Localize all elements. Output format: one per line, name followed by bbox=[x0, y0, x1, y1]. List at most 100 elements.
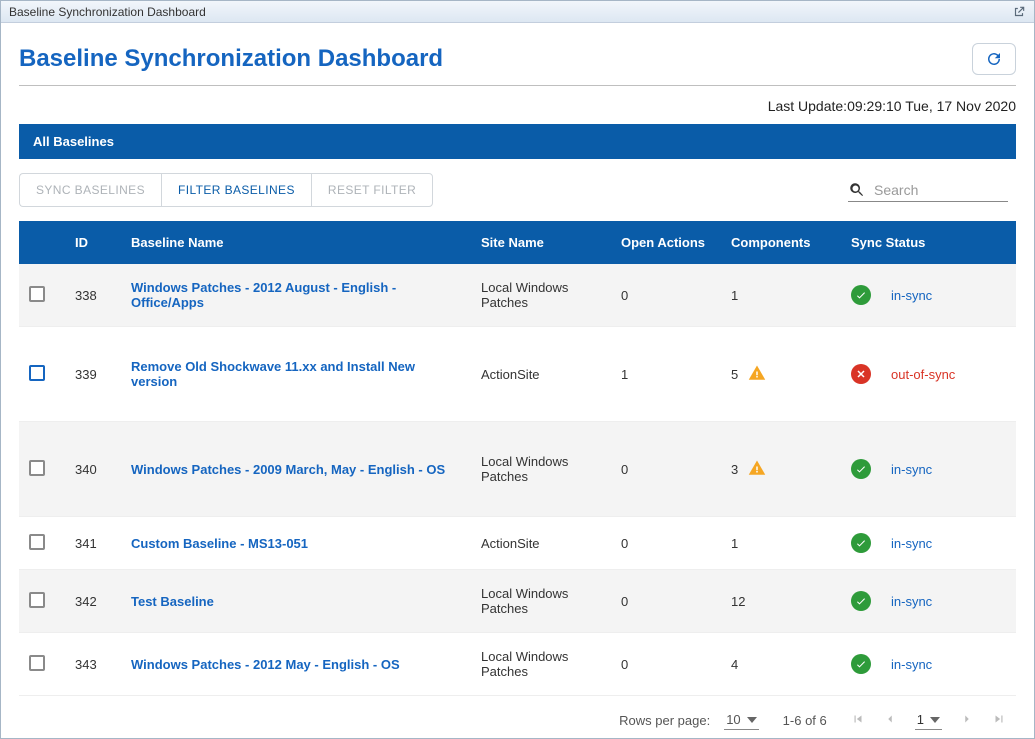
cell-components: 1 bbox=[731, 288, 831, 303]
pager-nav: 1 bbox=[851, 710, 1006, 730]
cell-sync-status: in-sync bbox=[851, 654, 1006, 674]
rpp-select[interactable]: 10 bbox=[724, 710, 758, 730]
cell-open-actions: 0 bbox=[611, 570, 721, 633]
row-checkbox[interactable] bbox=[29, 286, 45, 302]
warning-icon bbox=[748, 364, 766, 385]
last-update: Last Update:09:29:10 Tue, 17 Nov 2020 bbox=[19, 92, 1016, 124]
cell-components: 1 bbox=[731, 536, 831, 551]
col-comp[interactable]: Components bbox=[721, 221, 841, 264]
rows-per-page: Rows per page: 10 bbox=[619, 710, 759, 730]
controls-row: SYNC BASELINES FILTER BASELINES RESET FI… bbox=[19, 159, 1016, 221]
rpp-label: Rows per page: bbox=[619, 713, 710, 728]
cell-id: 341 bbox=[65, 517, 121, 570]
cell-open-actions: 0 bbox=[611, 633, 721, 696]
chevron-down-icon bbox=[747, 715, 757, 725]
cell-site: Local Windows Patches bbox=[471, 422, 611, 517]
row-checkbox[interactable] bbox=[29, 460, 45, 476]
status-icon bbox=[851, 533, 871, 553]
header-row: Baseline Synchronization Dashboard bbox=[19, 37, 1016, 85]
status-icon bbox=[851, 364, 871, 384]
cell-site: Local Windows Patches bbox=[471, 570, 611, 633]
row-checkbox[interactable] bbox=[29, 365, 45, 381]
row-checkbox[interactable] bbox=[29, 655, 45, 671]
cell-sync-status: in-sync bbox=[851, 533, 1006, 553]
cell-id: 338 bbox=[65, 264, 121, 327]
col-open[interactable]: Open Actions bbox=[611, 221, 721, 264]
cell-id: 340 bbox=[65, 422, 121, 517]
search-input[interactable] bbox=[872, 181, 992, 199]
row-checkbox[interactable] bbox=[29, 592, 45, 608]
table-row[interactable]: 342 Test Baseline Local Windows Patches0 12… bbox=[19, 570, 1016, 633]
pager-first[interactable] bbox=[851, 712, 865, 729]
status-text: out-of-sync bbox=[891, 367, 955, 382]
pager: Rows per page: 10 1-6 of 6 1 bbox=[19, 696, 1016, 738]
sync-baselines-button[interactable]: SYNC BASELINES bbox=[19, 173, 161, 207]
cell-open-actions: 0 bbox=[611, 264, 721, 327]
search-icon bbox=[848, 181, 866, 199]
status-text: in-sync bbox=[891, 536, 932, 551]
cell-sync-status: in-sync bbox=[851, 459, 1006, 479]
reset-filter-button[interactable]: RESET FILTER bbox=[311, 173, 433, 207]
cell-components: 12 bbox=[731, 594, 831, 609]
col-site[interactable]: Site Name bbox=[471, 221, 611, 264]
cell-sync-status: out-of-sync bbox=[851, 364, 1006, 384]
baseline-name-link[interactable]: Remove Old Shockwave 11.xx and Install N… bbox=[131, 359, 415, 389]
content-area: Baseline Synchronization Dashboard Last … bbox=[1, 23, 1034, 738]
col-id[interactable]: ID bbox=[65, 221, 121, 264]
baseline-name-link[interactable]: Windows Patches - 2012 May - English - O… bbox=[131, 657, 400, 672]
chevron-down-icon bbox=[930, 715, 940, 725]
table-body: 338 Windows Patches - 2012 August - Engli… bbox=[19, 264, 1016, 696]
header-divider bbox=[19, 85, 1016, 86]
status-text: in-sync bbox=[891, 288, 932, 303]
cell-site: ActionSite bbox=[471, 327, 611, 422]
search-field[interactable] bbox=[848, 179, 1008, 202]
col-name[interactable]: Baseline Name bbox=[121, 221, 471, 264]
cell-sync-status: in-sync bbox=[851, 285, 1006, 305]
last-update-time: 09:29:10 Tue, 17 Nov 2020 bbox=[847, 98, 1016, 114]
app-window: Baseline Synchronization Dashboard Basel… bbox=[0, 0, 1035, 739]
table-row[interactable]: 338 Windows Patches - 2012 August - Engli… bbox=[19, 264, 1016, 327]
status-icon bbox=[851, 459, 871, 479]
page-range: 1-6 of 6 bbox=[783, 713, 827, 728]
pager-page-select[interactable]: 1 bbox=[915, 710, 942, 730]
cell-open-actions: 0 bbox=[611, 422, 721, 517]
table-row[interactable]: 340 Windows Patches - 2009 March, May - E… bbox=[19, 422, 1016, 517]
baseline-name-link[interactable]: Windows Patches - 2012 August - English … bbox=[131, 280, 396, 310]
filter-baselines-button[interactable]: FILTER BASELINES bbox=[161, 173, 311, 207]
warning-icon bbox=[748, 459, 766, 480]
table-row[interactable]: 343 Windows Patches - 2012 May - English … bbox=[19, 633, 1016, 696]
titlebar: Baseline Synchronization Dashboard bbox=[1, 1, 1034, 23]
status-text: in-sync bbox=[891, 594, 932, 609]
rpp-value: 10 bbox=[726, 712, 740, 727]
tab-all-baselines[interactable]: All Baselines bbox=[33, 134, 114, 149]
table-row[interactable]: 341Custom Baseline - MS13-051ActionSite0… bbox=[19, 517, 1016, 570]
refresh-icon bbox=[985, 50, 1003, 68]
table-row[interactable]: 339 Remove Old Shockwave 11.xx and Instal… bbox=[19, 327, 1016, 422]
cell-id: 339 bbox=[65, 327, 121, 422]
baseline-name-link[interactable]: Windows Patches - 2009 March, May - Engl… bbox=[131, 462, 445, 477]
cell-site: Local Windows Patches bbox=[471, 633, 611, 696]
pager-next[interactable] bbox=[960, 712, 974, 729]
cell-id: 342 bbox=[65, 570, 121, 633]
cell-open-actions: 0 bbox=[611, 517, 721, 570]
cell-components: 4 bbox=[731, 657, 831, 672]
status-icon bbox=[851, 591, 871, 611]
cell-sync-status: in-sync bbox=[851, 591, 1006, 611]
refresh-button[interactable] bbox=[972, 43, 1016, 75]
baseline-name-link[interactable]: Test Baseline bbox=[131, 594, 214, 609]
cell-id: 343 bbox=[65, 633, 121, 696]
cell-open-actions: 1 bbox=[611, 327, 721, 422]
detach-icon[interactable] bbox=[1012, 5, 1026, 19]
col-status[interactable]: Sync Status bbox=[841, 221, 1016, 264]
pager-page: 1 bbox=[917, 712, 924, 727]
cell-components: 3 bbox=[731, 459, 831, 480]
pager-last[interactable] bbox=[992, 712, 1006, 729]
button-group: SYNC BASELINES FILTER BASELINES RESET FI… bbox=[19, 173, 433, 207]
baseline-name-link[interactable]: Custom Baseline - MS13-051 bbox=[131, 536, 308, 551]
last-update-prefix: Last Update: bbox=[768, 98, 847, 114]
window-title: Baseline Synchronization Dashboard bbox=[9, 5, 206, 19]
tabs-bar: All Baselines bbox=[19, 124, 1016, 159]
cell-components: 5 bbox=[731, 364, 831, 385]
pager-prev[interactable] bbox=[883, 712, 897, 729]
row-checkbox[interactable] bbox=[29, 534, 45, 550]
